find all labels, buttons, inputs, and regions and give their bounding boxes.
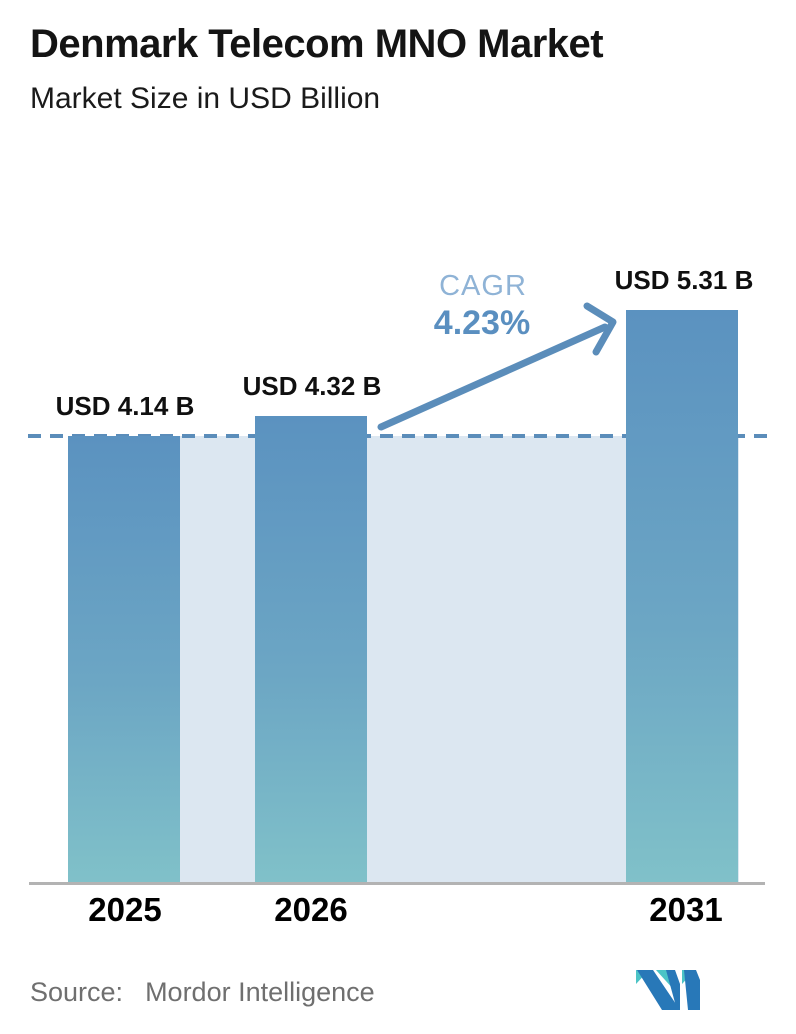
source-name: Mordor Intelligence <box>145 977 375 1007</box>
source-label: Source: <box>30 977 124 1007</box>
chart-subtitle: Market Size in USD Billion <box>30 82 381 115</box>
bar-2031 <box>626 310 738 883</box>
chart-title: Denmark Telecom MNO Market <box>30 22 604 66</box>
value-label-2025: USD 4.14 B <box>55 391 195 421</box>
cagr-value: 4.23% <box>433 304 531 342</box>
value-label-2026: USD 4.32 B <box>242 371 382 401</box>
x-tick-2025: 2025 <box>88 891 162 928</box>
source-row: Source: Mordor Intelligence <box>30 977 375 1008</box>
dashed-reference-line <box>28 434 772 438</box>
bar-2025 <box>68 436 180 883</box>
cagr-label: CAGR <box>439 270 527 302</box>
mordor-intelligence-logo <box>636 970 700 1010</box>
x-axis-baseline <box>29 882 765 885</box>
x-tick-2031: 2031 <box>649 891 723 928</box>
x-tick-2026: 2026 <box>274 891 348 928</box>
value-label-2031: USD 5.31 B <box>614 265 754 295</box>
bar-2026 <box>255 416 367 883</box>
